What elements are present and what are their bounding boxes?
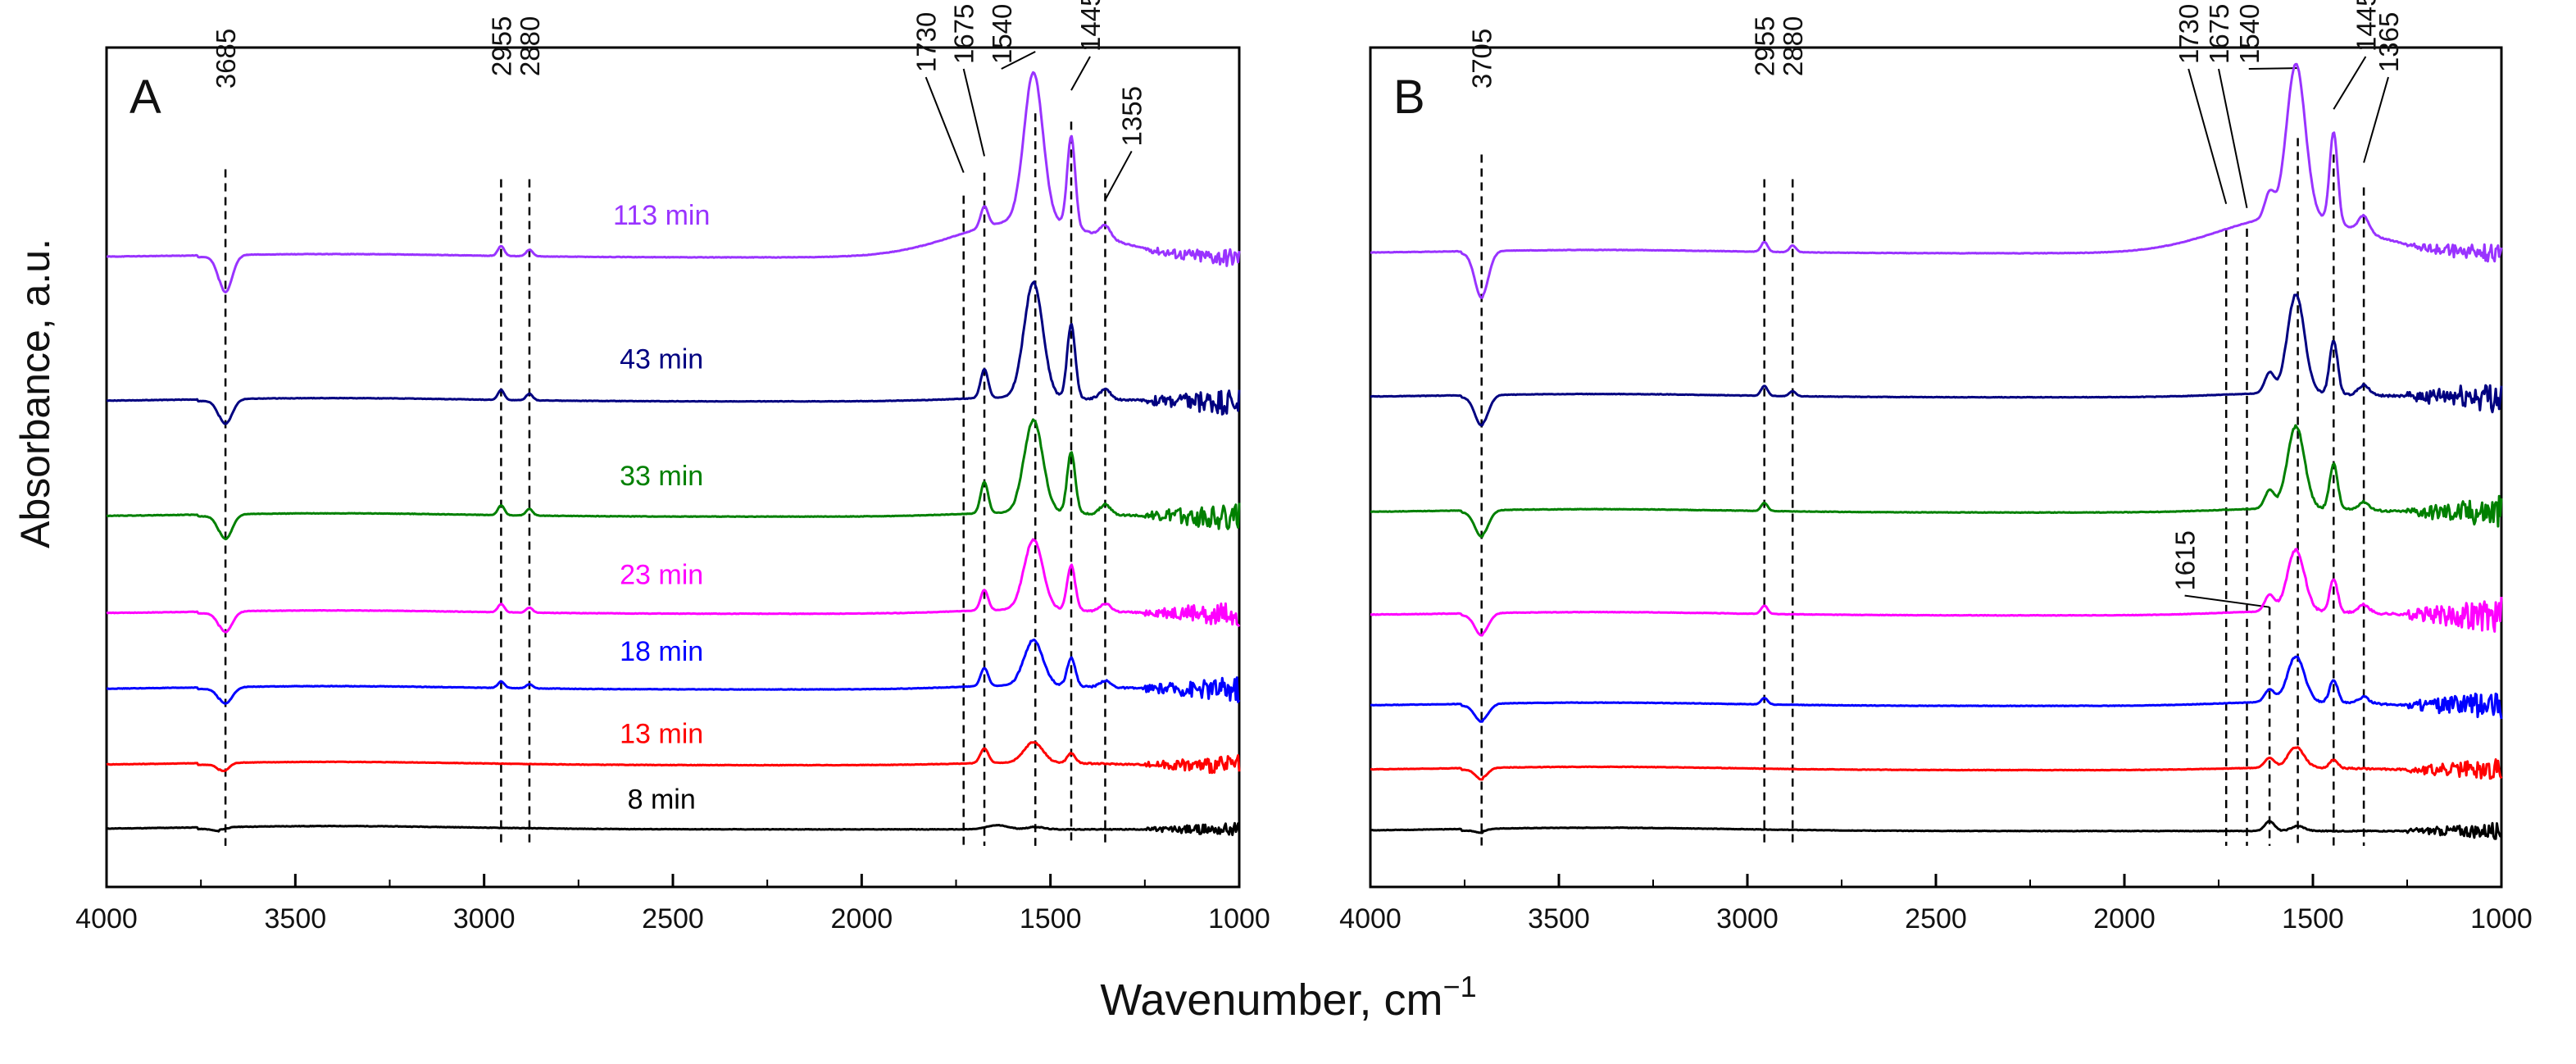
- peak-arrow: [2363, 76, 2389, 163]
- x-tick-label: 4000: [75, 903, 138, 934]
- peak-label: 2880: [515, 16, 545, 76]
- series-label: 13 min: [620, 718, 703, 749]
- peak-label: 1615: [2170, 530, 2201, 590]
- series-line: [1370, 655, 2503, 723]
- peak-arrow: [2248, 67, 2298, 70]
- series-line: [106, 70, 1241, 293]
- series-line: [1370, 62, 2503, 299]
- series-line: [106, 538, 1241, 634]
- peak-label: 1730: [911, 12, 942, 72]
- x-tick-label: 1000: [1208, 903, 1270, 934]
- x-tick-label: 3500: [1528, 903, 1590, 934]
- x-tick-label: 1500: [1020, 903, 1082, 934]
- peak-arrow: [1001, 51, 1036, 70]
- panel-label: A: [129, 70, 161, 124]
- peak-arrow: [2218, 68, 2248, 208]
- x-tick-label: 2500: [642, 903, 704, 934]
- x-tick-label: 2000: [831, 903, 893, 934]
- x-tick-label: 3500: [265, 903, 327, 934]
- series-label: 113 min: [613, 200, 710, 231]
- series-line: [1370, 293, 2503, 427]
- peak-label: 1445: [1075, 0, 1106, 52]
- peak-label: 3705: [1467, 29, 1497, 89]
- peak-label: 3685: [211, 29, 241, 89]
- x-tick-label: 2000: [2093, 903, 2156, 934]
- series-label: 33 min: [620, 461, 703, 492]
- panel-a: 4000 3500 3000 2500 2000 1500 1000 A 3685 2955288…: [75, 0, 1270, 934]
- peak-arrow: [1104, 150, 1133, 201]
- y-axis-label: Absorbance, a.u.: [12, 239, 58, 548]
- series-line: [106, 639, 1241, 705]
- x-axis-label-text: Wavenumber, cm: [1100, 975, 1442, 1025]
- x-tick-label: 3000: [453, 903, 516, 934]
- x-tick-label: 3000: [1716, 903, 1779, 934]
- series-label: 23 min: [620, 560, 703, 591]
- peak-label: 1355: [1117, 86, 1147, 146]
- peak-arrow: [925, 76, 965, 173]
- peak-arrow: [2188, 68, 2228, 204]
- peak-label: 2880: [1778, 16, 1808, 76]
- x-axis-label: Wavenumber, cm−1: [1100, 970, 1476, 1025]
- series-line: [1370, 424, 2503, 539]
- peak-arrow: [1070, 56, 1091, 91]
- peak-label: 2955: [486, 16, 516, 76]
- x-tick-label: 1500: [2282, 903, 2344, 934]
- panel-b: 4000 3500 3000 2500 2000 1500 1000 B 3705 2955288…: [1339, 0, 2533, 934]
- x-tick-label: 1000: [2470, 903, 2533, 934]
- series-label: 43 min: [620, 344, 703, 375]
- peak-label: 1675: [2204, 4, 2234, 64]
- x-tick-label: 4000: [1339, 903, 1402, 934]
- panel-label: B: [1393, 70, 1425, 124]
- series-line: [106, 280, 1241, 425]
- peak-label: 1540: [2234, 4, 2265, 64]
- series-line: [106, 418, 1241, 541]
- series-line: [1370, 548, 2503, 637]
- series-line: [106, 741, 1241, 775]
- peak-label: 2955: [1750, 16, 1780, 76]
- peak-label: 1675: [949, 4, 979, 64]
- peak-label: 1730: [2174, 4, 2204, 64]
- x-axis-label-superscript: −1: [1443, 970, 1477, 1003]
- peak-arrow: [2184, 594, 2270, 608]
- peak-arrow: [2333, 56, 2367, 110]
- peak-label: 1365: [2374, 12, 2404, 72]
- peak-arrow: [962, 68, 986, 157]
- series-label: 18 min: [620, 636, 703, 667]
- series-label: 8 min: [628, 784, 696, 816]
- series-line: [106, 821, 1241, 836]
- x-tick-label: 2500: [1905, 903, 1967, 934]
- peak-label: 1445: [2351, 0, 2381, 52]
- peak-label: 1540: [987, 4, 1017, 64]
- series-line: [1370, 746, 2503, 781]
- series-line: [1370, 820, 2502, 840]
